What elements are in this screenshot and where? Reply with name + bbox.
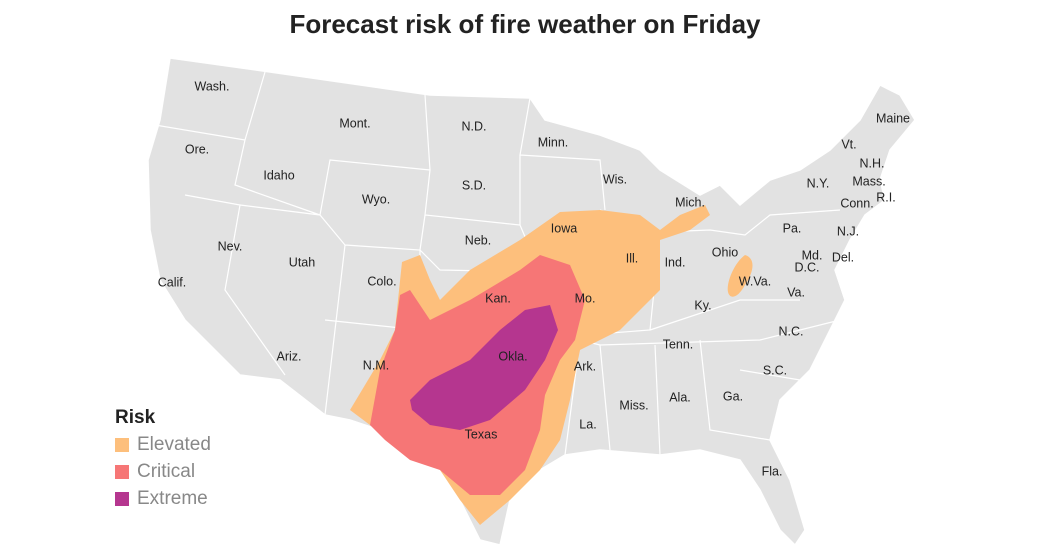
state-label: N.J. [837,224,859,238]
state-label: Ore. [185,142,209,156]
state-label: Pa. [783,221,802,235]
state-label: Md. [802,248,823,262]
title: Forecast risk of fire weather on Friday [289,9,761,39]
state-label: S.D. [462,178,486,192]
state-label: R.I. [876,190,895,204]
legend-label: Extreme [137,488,208,509]
state-label: Ariz. [277,349,302,363]
state-label: Miss. [619,398,648,412]
state-label: Ill. [626,251,639,265]
state-label: Mo. [575,291,596,305]
state-label: Wash. [195,79,230,93]
state-label: Ind. [665,255,686,269]
legend: Risk Elevated Critical Extreme [115,407,211,509]
legend-label: Elevated [137,434,211,455]
state-label: N.Y. [807,176,830,190]
state-label: Okla. [498,349,527,363]
state-label: Mich. [675,195,705,209]
state-label: Utah [289,255,315,269]
risk-zone [727,255,753,297]
state-label: Va. [787,285,805,299]
state-label: N.M. [363,358,389,372]
state-label: Neb. [465,233,491,247]
state-label: La. [579,417,596,431]
legend-title: Risk [115,407,156,428]
risk-zones [350,205,753,525]
state-label: Ga. [723,389,743,403]
state-label: Ohio [712,245,738,259]
state-label: Iowa [551,221,577,235]
state-label: S.C. [763,363,787,377]
state-label: Ark. [574,359,596,373]
legend-label: Critical [137,461,195,482]
state-label: Texas [465,427,498,441]
state-label: Mont. [339,116,370,130]
state-label: Maine [876,111,910,125]
state-label: Wyo. [362,192,390,206]
state-label: Del. [832,250,854,264]
state-label: N.H. [860,156,885,170]
state-label: Wis. [603,172,627,186]
risk-zone [410,305,558,430]
state-label: Fla. [762,464,783,478]
state-label: Vt. [841,137,856,151]
state-label: Calif. [158,275,186,289]
state-label: Nev. [218,239,243,253]
state-label: Conn. [840,196,873,210]
state-label: N.D. [462,119,487,133]
state-label: Colo. [367,274,396,288]
state-label: W.Va. [739,274,771,288]
state-labels: Wash. Mont. N.D. Minn. Maine Vt. N.H. Ore. Idaho… [158,79,910,478]
state-label: D.C. [795,260,820,274]
state-label: Kan. [485,291,511,305]
state-label: Mass. [852,174,885,188]
state-label: Idaho [263,168,294,182]
state-label: Minn. [538,135,569,149]
state-label: N.C. [779,324,804,338]
state-label: Ala. [669,390,691,404]
state-label: Ky. [694,298,711,312]
state-label: Tenn. [663,337,694,351]
legend-swatch [115,438,129,452]
legend-swatch [115,492,129,506]
legend-swatch [115,465,129,479]
